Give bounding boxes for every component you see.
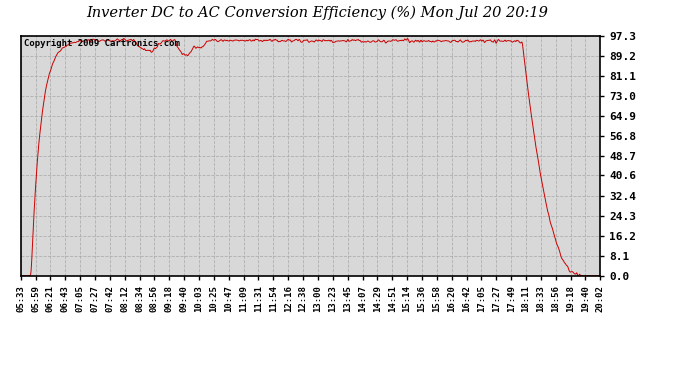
Text: Copyright 2009 Cartronics.com: Copyright 2009 Cartronics.com <box>23 39 179 48</box>
Text: Inverter DC to AC Conversion Efficiency (%) Mon Jul 20 20:19: Inverter DC to AC Conversion Efficiency … <box>86 6 549 20</box>
